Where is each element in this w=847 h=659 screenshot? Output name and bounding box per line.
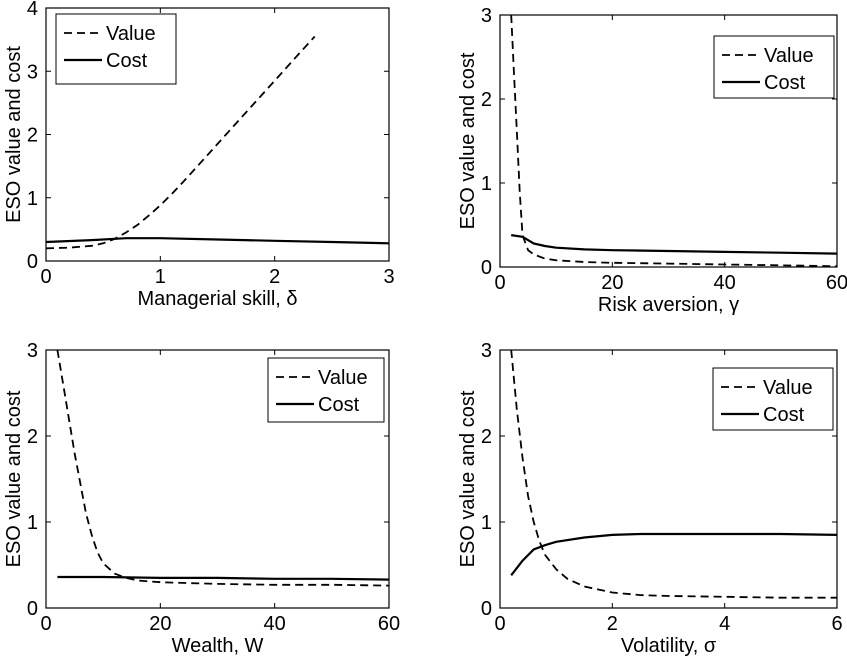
plot-frame [45, 349, 390, 609]
y-axis-label: ESO value and cost [3, 46, 25, 223]
x-tick-label: 6 [831, 613, 842, 635]
y-tick-label: 0 [27, 598, 38, 620]
x-tick-label: 4 [719, 613, 730, 635]
x-tick-label: 0 [494, 272, 505, 294]
legend: Value Cost [267, 357, 385, 423]
y-tick-label: 1 [27, 512, 38, 534]
x-tick-label: 1 [155, 266, 166, 288]
y-tick-label: 2 [481, 426, 492, 448]
legend-label-cost: Cost [106, 50, 148, 72]
y-tick-label: 0 [481, 257, 492, 279]
x-axis-label: Volatility, σ [621, 635, 717, 657]
series-value-line [510, 350, 837, 599]
x-tick-label: 2 [607, 613, 618, 635]
y-tick-label: 3 [481, 340, 492, 362]
chart-panel-2: 0 20 40 60 0 1 2 3 Risk aversion, γ ESO value and… [457, 5, 847, 316]
y-tick-label: 2 [27, 125, 38, 147]
series-cost-line [57, 575, 389, 581]
y-tick-label: 3 [481, 5, 492, 27]
x-tick-label: 0 [40, 613, 51, 635]
y-axis-label: ESO value and cost [3, 390, 25, 567]
y-tick-label: 1 [481, 173, 492, 195]
y-axis-label: ESO value and cost [457, 52, 479, 229]
legend-label-cost: Cost [318, 394, 360, 416]
x-tick-label: 2 [269, 266, 280, 288]
y-tick-label: 3 [27, 340, 38, 362]
legend-box [267, 357, 385, 423]
plot-frame [499, 14, 838, 268]
legend-label-cost: Cost [764, 72, 806, 94]
y-tick-label: 4 [27, 0, 38, 20]
series-cost-line [511, 234, 837, 255]
x-axis-label: Risk aversion, γ [598, 294, 739, 316]
x-tick-label: 0 [40, 266, 51, 288]
y-tick-label: 2 [481, 89, 492, 111]
series-value-line [510, 15, 837, 267]
legend-label-value: Value [763, 377, 813, 399]
series-value-line [56, 350, 389, 587]
series-cost-line [46, 237, 389, 245]
chart-panel-1: 0 1 2 3 0 1 2 3 4 Managerial skill, δ ESO value an… [3, 0, 395, 310]
y-tick-label: 1 [481, 512, 492, 534]
legend-box [713, 35, 835, 99]
y-tick-label: 3 [27, 61, 38, 83]
chart-panel-4: 0 2 4 6 0 1 2 3 Volatility, σ ESO value and cost V… [457, 340, 843, 657]
legend-label-value: Value [106, 23, 156, 45]
x-tick-label: 60 [378, 613, 400, 635]
plot-frame [499, 349, 838, 609]
series-value-line [46, 35, 316, 250]
x-tick-label: 3 [383, 266, 394, 288]
y-tick-label: 0 [27, 251, 38, 273]
x-tick-label: 40 [264, 613, 286, 635]
y-tick-label: 0 [481, 598, 492, 620]
legend: Value Cost [713, 35, 835, 99]
x-axis-label: Wealth, W [172, 635, 264, 657]
series-cost-line [510, 532, 837, 576]
x-axis-label: Managerial skill, δ [137, 288, 297, 310]
legend-label-cost: Cost [763, 404, 805, 426]
x-tick-label: 60 [826, 272, 847, 294]
legend-label-value: Value [318, 367, 368, 389]
y-tick-label: 2 [27, 426, 38, 448]
legend-label-value: Value [764, 45, 814, 67]
legend-box [712, 367, 834, 431]
legend: Value Cost [712, 367, 834, 431]
x-tick-label: 40 [714, 272, 736, 294]
x-tick-label: 20 [149, 613, 171, 635]
chart-panel-3: 0 20 40 60 0 1 2 3 Wealth, W ESO value and cost Va… [3, 340, 400, 657]
legend: Value Cost [55, 13, 177, 85]
y-tick-label: 1 [27, 188, 38, 210]
legend-box [55, 13, 177, 85]
x-tick-label: 0 [494, 613, 505, 635]
y-axis-label: ESO value and cost [457, 390, 479, 567]
x-tick-label: 20 [601, 272, 623, 294]
